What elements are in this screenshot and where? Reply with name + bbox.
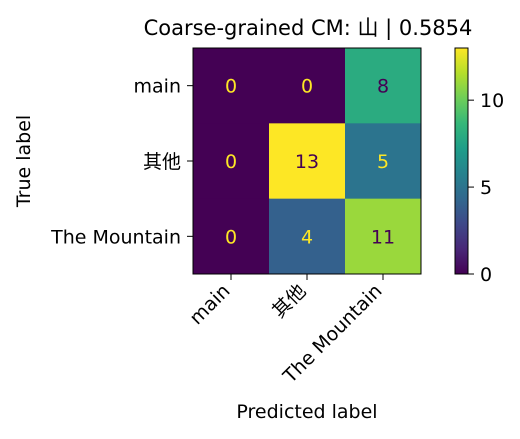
matrix-grid: 0 0 8 0 13 5 0 4 11 — [193, 48, 422, 275]
cell-value-0-1: 0 — [301, 76, 313, 98]
cell-1-1 — [269, 123, 346, 200]
cell-2-1 — [269, 198, 346, 275]
cell-value-2-0: 0 — [225, 226, 237, 248]
colorbar — [454, 47, 469, 275]
y-tick-label-0: main — [134, 76, 181, 98]
y-axis-label: True label — [13, 115, 35, 208]
cell-0-0 — [193, 48, 270, 124]
colorbar-tick-label-2: 10 — [480, 90, 504, 112]
cell-value-1-1: 13 — [295, 151, 319, 173]
cell-value-1-2: 5 — [377, 151, 389, 173]
cell-0-1 — [269, 48, 346, 124]
colorbar-ticks: 0 5 10 — [468, 90, 504, 286]
colorbar-tick-label-0: 0 — [480, 264, 492, 286]
chart-title: Coarse-grained CM: 山 | 0.5854 — [144, 16, 473, 41]
x-axis-label: Predicted label — [236, 401, 377, 423]
y-tick-label-1: 其他 — [143, 151, 181, 173]
cell-2-2 — [345, 198, 422, 275]
cell-value-1-0: 0 — [225, 151, 237, 173]
cell-2-0 — [193, 198, 270, 275]
cell-value-2-1: 4 — [301, 226, 313, 248]
cell-1-2 — [345, 123, 422, 200]
cell-value-0-0: 0 — [225, 76, 237, 98]
x-tick-label-0: main — [185, 280, 234, 329]
cell-value-0-2: 8 — [377, 76, 389, 98]
colorbar-tick-label-1: 5 — [480, 177, 492, 199]
cell-value-2-2: 11 — [371, 226, 395, 248]
cell-1-0 — [193, 123, 270, 200]
x-tick-label-1: 其他 — [268, 280, 310, 322]
cell-0-2 — [345, 48, 422, 124]
y-tick-label-2: The Mountain — [50, 226, 181, 248]
y-ticks: main 其他 The Mountain — [50, 76, 193, 248]
